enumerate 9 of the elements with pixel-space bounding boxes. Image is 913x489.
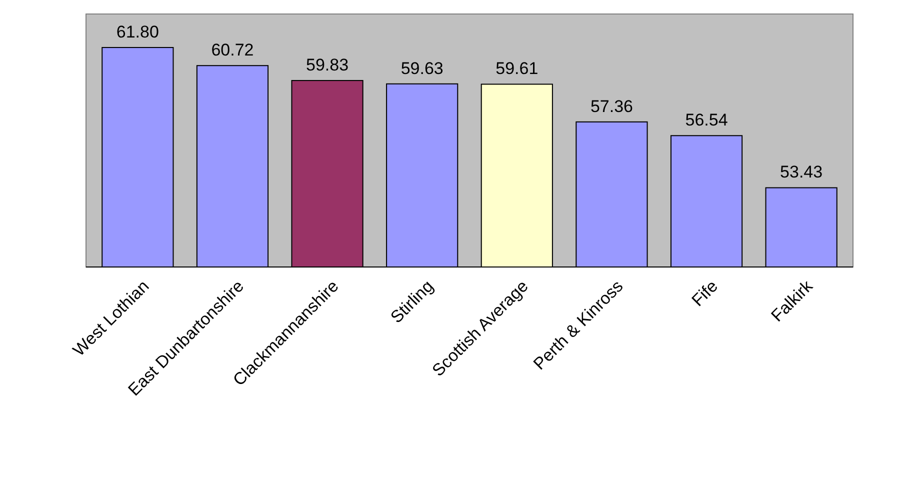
data-label: 59.63 — [400, 58, 444, 78]
data-label: 60.72 — [211, 40, 254, 60]
data-label: 56.54 — [685, 110, 728, 130]
data-label: 59.83 — [306, 56, 349, 75]
x-tick-label: Fife — [688, 276, 722, 310]
data-label: 61.80 — [116, 22, 159, 42]
data-label: 53.43 — [780, 162, 823, 182]
data-label: 57.36 — [590, 96, 633, 116]
data-label: 59.61 — [496, 59, 538, 78]
